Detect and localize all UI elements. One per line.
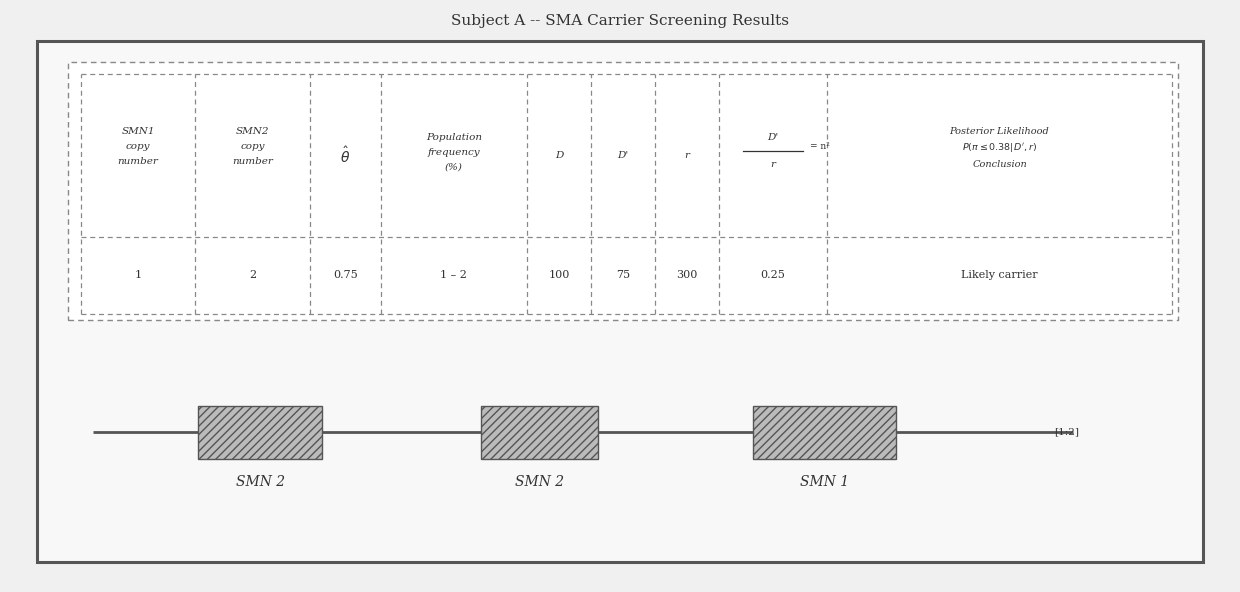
Text: number: number: [118, 157, 159, 166]
Bar: [68, 62, 1178, 320]
Text: number: number: [232, 157, 273, 166]
Text: D': D': [618, 151, 629, 160]
Text: 0.25: 0.25: [760, 271, 785, 281]
Text: (%): (%): [445, 163, 463, 172]
Text: Posterior Likelihood: Posterior Likelihood: [950, 127, 1049, 136]
Text: 2: 2: [249, 271, 257, 281]
Text: D: D: [556, 151, 563, 160]
Text: SMN 2: SMN 2: [515, 475, 564, 490]
Text: 1: 1: [134, 271, 141, 281]
Text: 300: 300: [676, 271, 698, 281]
Bar: [198, 406, 322, 459]
Text: SMN 2: SMN 2: [236, 475, 285, 490]
Text: SMN2: SMN2: [236, 127, 269, 136]
Text: Conclusion: Conclusion: [972, 160, 1027, 169]
Text: copy: copy: [241, 142, 265, 151]
Text: r: r: [770, 160, 775, 169]
Text: Likely carrier: Likely carrier: [961, 271, 1038, 281]
Text: frequency: frequency: [428, 148, 480, 157]
Text: D': D': [768, 133, 779, 142]
Bar: [37, 41, 1203, 562]
Text: 1 – 2: 1 – 2: [440, 271, 467, 281]
Bar: [481, 406, 599, 459]
Text: SMN1: SMN1: [122, 127, 155, 136]
Text: $\hat{\theta}$: $\hat{\theta}$: [340, 146, 351, 166]
Text: $P(\pi \leq 0.38|D',r)$: $P(\pi \leq 0.38|D',r)$: [962, 141, 1037, 155]
Text: SMN 1: SMN 1: [800, 475, 849, 490]
Text: Population: Population: [425, 133, 482, 142]
Text: = n²: = n²: [810, 142, 830, 151]
Text: 75: 75: [616, 271, 630, 281]
Text: r: r: [684, 151, 689, 160]
Text: copy: copy: [125, 142, 150, 151]
Bar: [754, 406, 895, 459]
Text: [1:2]: [1:2]: [1054, 427, 1079, 437]
Text: 0.75: 0.75: [334, 271, 358, 281]
Text: 100: 100: [548, 271, 570, 281]
Text: Subject A -- SMA Carrier Screening Results: Subject A -- SMA Carrier Screening Resul…: [451, 14, 789, 28]
